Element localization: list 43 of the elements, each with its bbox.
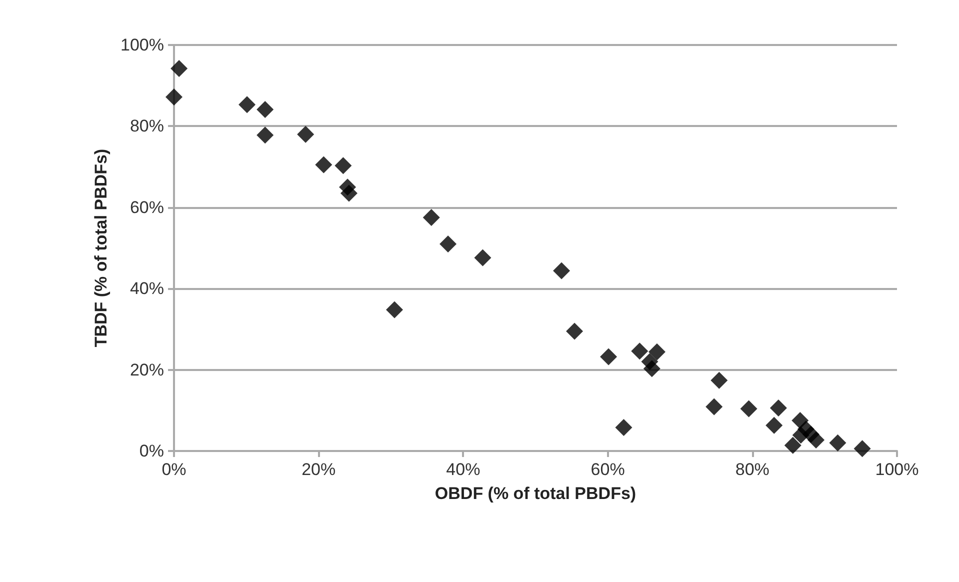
y-tick-label: 80% [130, 116, 164, 136]
point [706, 398, 723, 416]
point [386, 301, 404, 318]
point [766, 416, 783, 434]
point [784, 436, 802, 454]
point [854, 440, 871, 458]
point [440, 235, 457, 252]
point [238, 96, 256, 114]
y-tick-label: 60% [130, 198, 164, 217]
x-tick-label: 100% [875, 460, 919, 479]
y-tick-label: 100% [120, 36, 164, 54]
y-tick-label: 0% [139, 442, 164, 460]
point [170, 60, 188, 78]
point [422, 209, 440, 226]
x-tick-label: 40% [446, 460, 480, 479]
point [566, 322, 584, 340]
point [166, 88, 182, 106]
point [600, 348, 618, 366]
x-tick-label: 20% [302, 460, 336, 479]
x-tick-label: 60% [590, 460, 625, 479]
point [615, 418, 632, 436]
point [474, 249, 492, 266]
point [740, 400, 758, 418]
point [553, 262, 570, 280]
x-axis-title: OBDF (% of total PBDFs) [434, 484, 636, 503]
point [340, 184, 358, 202]
x-tick-label: 0% [162, 460, 186, 479]
point [256, 126, 274, 144]
point [808, 432, 825, 449]
point [829, 434, 846, 452]
y-tick-label: 20% [130, 360, 164, 380]
y-axis-title: TBDF (% of total PBDFs) [92, 148, 111, 348]
point [315, 156, 332, 174]
x-tick-label: 80% [735, 460, 770, 479]
point [710, 372, 728, 389]
point [334, 157, 352, 174]
y-tick-label: 40% [130, 279, 164, 298]
point [631, 342, 648, 360]
point [256, 101, 274, 118]
point [297, 126, 314, 143]
point [648, 343, 666, 360]
point [770, 399, 787, 416]
point [643, 360, 660, 378]
